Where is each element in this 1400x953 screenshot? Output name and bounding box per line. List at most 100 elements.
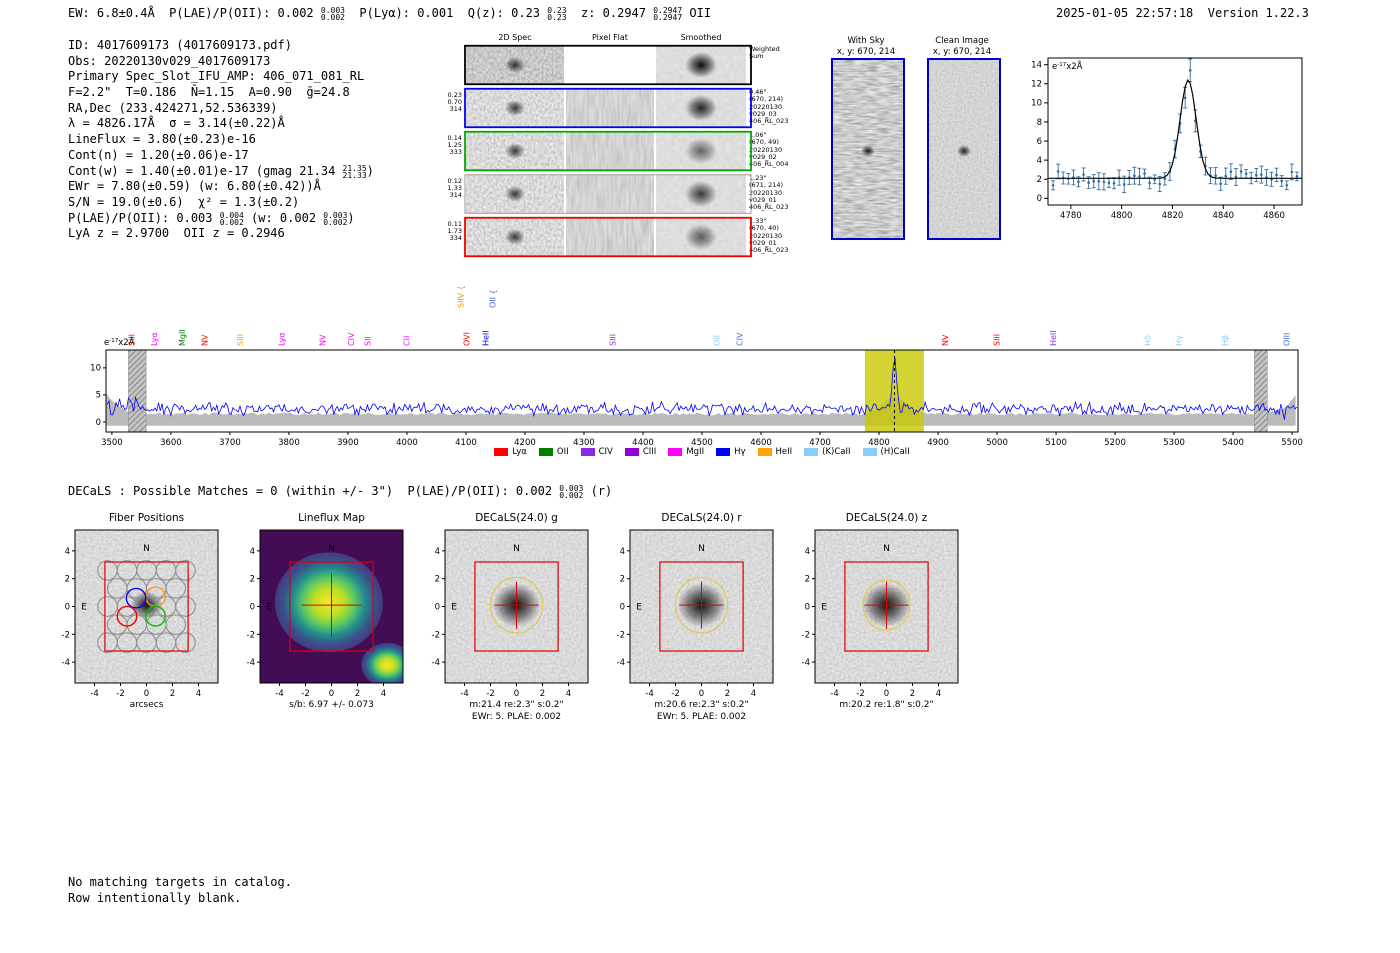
y-tick-label: 10 [1031,99,1042,109]
info-line: Cont(w) = 1.40(±0.01)e-17 (gmag 21.34 21… [68,164,468,180]
legend-swatch [624,448,639,456]
text-run: Obs: 20220130v029_4017609173 [68,53,271,68]
legend-item: MgII [668,447,704,457]
x-tick-label: 5400 [1222,438,1244,448]
extraction-box [659,561,744,652]
text-run: ) [366,163,374,178]
extraction-box [474,561,559,652]
extraction-box [104,561,189,652]
text-run: ) [347,210,355,225]
spectral-line-marker: HeII [1049,330,1058,346]
info-line: EWr = 7.80(±0.59) (w: 6.80(±0.42))Å [68,179,468,195]
compass-north-label: N [883,544,890,554]
cutout-panel-lineflux-1: Lineflux Map N E -4 -4 -2 -2 0 0 2 2 4 4 s/b: 6.97 +/… [247,512,404,710]
x-tick-label: 4 [751,689,756,699]
text-run: F=2.2" T=0.186 N̄=1.15 A=0.90 ḡ=24.8 [68,85,350,100]
spectral-line-marker: MgII [178,329,187,346]
x-tick-label: 0 [514,689,519,699]
x-tick-label: 5000 [986,438,1008,448]
y-tick-label: 4 [250,547,255,557]
compass-north-label: N [328,544,335,554]
cutout-image [260,530,403,683]
axis-label: arcsecs [130,700,164,710]
aperture-ellipse [674,576,729,634]
text-run: λ = 4826.17Å σ = 3.14(±0.22)Å [68,116,285,131]
text-run: Cont(w) = 1.40(±0.01)e-17 (gmag 21.34 [68,163,343,178]
y-tick-label: 0 [1037,194,1042,204]
fiber-weight-label: 0.12 1.33 314 [447,177,462,199]
detection-info-block: ID: 4017609173 (4017609173.pdf) Obs: 2022… [68,38,468,242]
text-run: RA,Dec (233.424271,52.536339) [68,100,278,115]
x-tick-label: 4800 [868,438,890,448]
spectral-line-marker: SIII [993,334,1002,346]
y-tick-label: 2 [805,575,810,585]
legend-label: OII [556,447,569,457]
flux-units-label: e-17x2Å [1052,60,1083,72]
info-line: LyA z = 2.9700 OII z = 0.2946 [68,226,468,242]
spectral-line-marker: SiII [127,334,136,346]
footer-line-1: No matching targets in catalog. [68,875,292,889]
cutout-image [75,530,218,683]
legend-swatch [580,448,595,456]
x-tick-label: 0 [144,689,149,699]
x-tick-label: -4 [275,689,283,699]
cutout-panel-title: DECaLS(24.0) z [846,512,928,524]
y-tick-label: 14 [1031,60,1042,70]
legend-label: (K)CaII [822,447,851,457]
source-blob [685,95,717,121]
text-run: EWr = 7.80(±0.59) (w: 6.80(±0.42))Å [68,179,321,194]
legend-swatch [716,448,731,456]
cutout-caption: m:21.4 re:2.3" s:0.2" [469,700,563,710]
text-run: LineFlux = 3.80(±0.23)e-16 [68,132,256,147]
y-tick-label: 0 [805,603,810,613]
x-tick-label: 3800 [278,438,300,448]
x-tick-label: 4200 [514,438,536,448]
y-tick-label: 2 [1037,175,1042,185]
fiber-id-label: 1.06" (670, 49) 20220130 v029_02 406_RL_… [749,131,789,169]
cutout-xy-label: x, y: 670, 214 [932,47,992,57]
aperture-ellipse [862,579,911,631]
spectral-line-marker: NV [319,334,328,346]
x-tick-label: -4 [645,689,653,699]
spectral-line-marker: OIII [1282,333,1291,346]
x-tick-label: 4 [936,689,941,699]
cutout-panel-fibers-0: Fiber Positions N E -4 -4 -2 -2 0 0 2 2 4 4 arcsecs [62,512,219,710]
y-tick-label: -2 [617,630,625,640]
spectral-line-marker: SIII [236,334,245,346]
compass-east-label: E [821,603,827,613]
y-tick-label: 5 [96,391,101,401]
y-tick-label: -4 [432,658,440,668]
y-tick-label: -4 [62,658,70,668]
spectral-line-marker: OII [712,335,721,346]
y-tick-label: -2 [247,630,255,640]
info-line: λ = 4826.17Å σ = 3.14(±0.22)Å [68,116,468,132]
cutout-caption: EWr: 5. PLAE: 0.002 [657,712,746,722]
compass-north-label: N [698,544,705,554]
x-tick-label: -2 [486,689,494,699]
spec2d-row [464,130,752,172]
fiber-weight-label: 0.14 1.25 333 [447,134,462,156]
fiber-id-label: Weighted Sum [749,45,780,61]
x-tick-label: 4780 [1060,211,1082,221]
text-run: DECaLS : Possible Matches = 0 (within +/… [68,484,560,498]
x-tick-label: 4840 [1212,211,1234,221]
extraction-box [844,561,929,652]
highlighted-fiber [145,605,167,627]
x-tick-label: 5500 [1281,438,1303,448]
spectral-line-marker: Hβ [1221,335,1230,346]
y-tick-label: 2 [65,575,70,585]
y-tick-label: 2 [435,575,440,585]
y-tick-label: 0 [96,418,101,428]
spectral-line-marker: OVI [463,332,472,346]
source-blob [685,52,717,78]
spec2d-row [464,174,752,214]
sup-sub-value: 0.003 0.002 [559,484,584,500]
spectrum-legend: Lyα OII CIV CIII MgII Hγ HeII (K)CaII (H)CaII [100,447,1304,457]
legend-item: OII [538,447,569,457]
legend-label: (H)CaII [880,447,910,457]
spectral-line-marker: OII { [489,289,498,308]
catalog-cutout-row: Fiber Positions N E -4 -4 -2 -2 0 0 2 2 4 4 arcsecs Li… [0,506,1400,746]
info-line: P(LAE)/P(OII): 0.003 0.004 0.002 (w: 0.00… [68,211,468,227]
